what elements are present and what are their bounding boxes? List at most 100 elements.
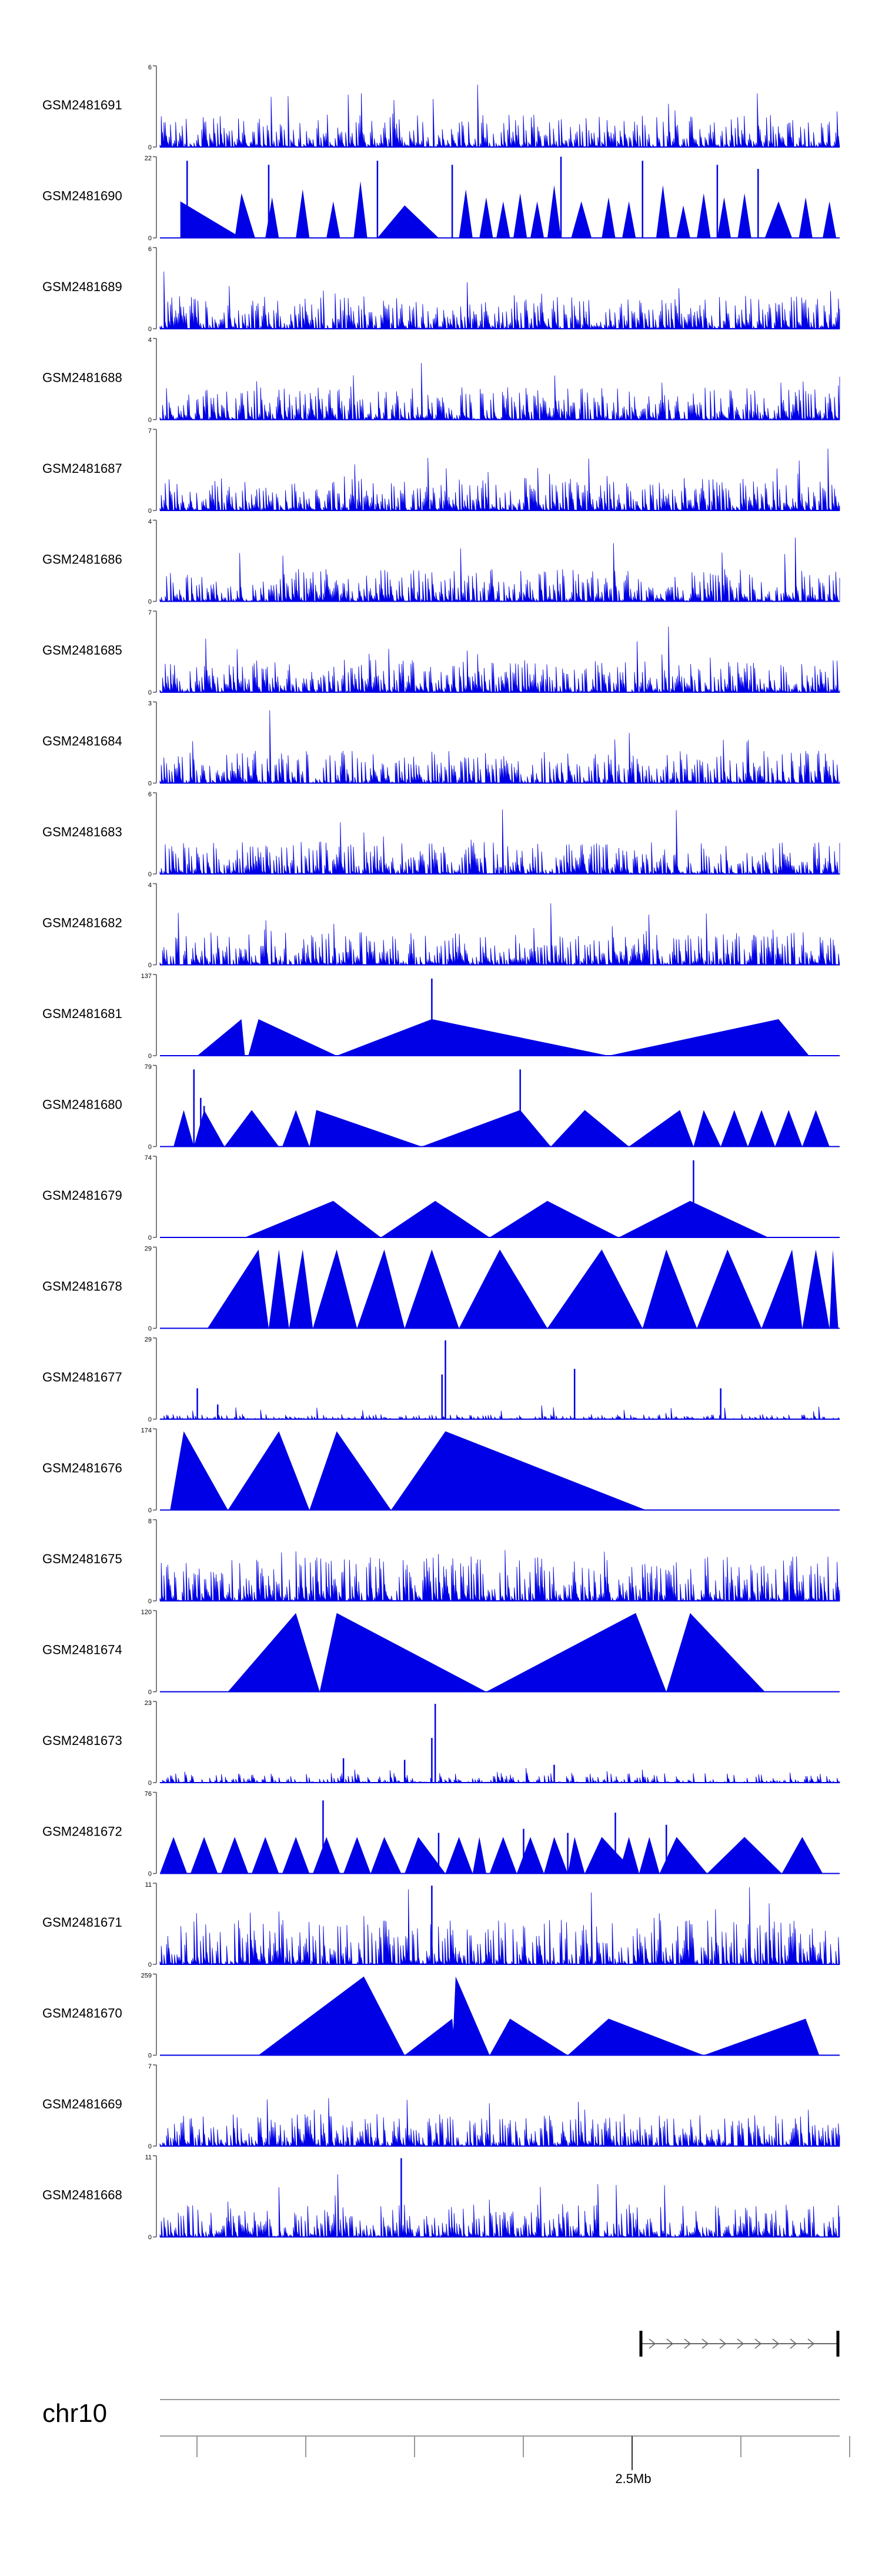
signal-peak <box>747 1110 776 1147</box>
y-min-label: 0 <box>148 1689 152 1696</box>
signal-peak <box>326 201 340 238</box>
signal-peak <box>639 1837 660 1874</box>
signal-peak <box>228 1613 320 1692</box>
signal-peak <box>799 197 813 238</box>
signal-peak <box>170 1431 228 1510</box>
chromosome-label: chr10 <box>42 2399 107 2428</box>
y-min-label: 0 <box>148 144 152 151</box>
signal-peak <box>550 1110 629 1147</box>
track-label: GSM2481676 <box>42 1461 122 1476</box>
signal-peak <box>496 201 510 238</box>
strand-arrow-icon <box>807 2338 815 2349</box>
signal-peak <box>489 1200 619 1237</box>
signal-area <box>159 1405 840 1420</box>
signal-peak <box>775 1110 803 1147</box>
signal-area <box>159 710 840 784</box>
signal-peak <box>697 1249 762 1329</box>
y-max-label: 6 <box>148 791 152 798</box>
y-min-label: 0 <box>148 1780 152 1787</box>
y-min-label: 0 <box>148 508 152 515</box>
signal-area <box>159 363 840 421</box>
y-max-label: 3 <box>148 700 152 708</box>
signal-peak <box>472 1837 486 1874</box>
signal-peak <box>445 1837 473 1874</box>
track-label: GSM2481670 <box>42 2006 122 2021</box>
y-max-label: 7 <box>148 2063 152 2070</box>
track-label: GSM2481685 <box>42 643 122 658</box>
signal-peak <box>313 1249 358 1329</box>
strand-arrow-icon <box>666 2338 674 2349</box>
y-max-label: 7 <box>148 609 152 616</box>
y-max-label: 4 <box>148 519 152 526</box>
track-label: GSM2481681 <box>42 1006 122 1021</box>
strand-arrow-icon <box>790 2338 797 2349</box>
signal-peak <box>642 1249 697 1329</box>
signal-peak <box>245 1200 381 1237</box>
y-max-label: 11 <box>145 1881 152 1888</box>
track-label: GSM2481689 <box>42 279 122 294</box>
scale-label: 2.5Mb <box>615 2471 651 2486</box>
signal-peak <box>221 1837 249 1874</box>
signal-peak <box>191 1837 218 1874</box>
y-max-label: 4 <box>148 882 152 889</box>
signal-peak <box>571 201 592 238</box>
signal-area <box>159 538 840 603</box>
y-max-label: 22 <box>145 155 152 162</box>
signal-peak <box>377 205 439 238</box>
signal-peak <box>405 1837 446 1874</box>
signal-peak <box>489 1837 517 1874</box>
signal-peak <box>823 201 837 238</box>
signal-peak <box>197 1019 245 1056</box>
y-max-label: 4 <box>148 337 152 344</box>
signal-peak <box>282 1837 310 1874</box>
signal-peak <box>265 197 279 238</box>
y-min-label: 0 <box>148 871 152 878</box>
signal-peak <box>353 181 368 238</box>
signal-peak <box>289 1249 313 1329</box>
track-label: GSM2481686 <box>42 552 122 567</box>
track-label: GSM2481673 <box>42 1733 122 1748</box>
y-min-label: 0 <box>148 689 152 696</box>
y-min-label: 0 <box>148 1598 152 1605</box>
signal-area <box>159 626 840 693</box>
signal-peak <box>336 1019 609 1056</box>
signal-area <box>159 903 840 966</box>
y-max-label: 7 <box>148 428 152 435</box>
signal-peak <box>676 205 690 238</box>
signal-peak <box>313 1837 340 1874</box>
signal-peak <box>656 185 670 238</box>
signal-peak <box>391 1431 646 1510</box>
signal-peak <box>761 1249 803 1329</box>
signal-peak <box>343 1837 371 1874</box>
signal-peak <box>479 197 493 238</box>
strand-arrow-icon <box>772 2338 780 2349</box>
track-label: GSM2481691 <box>42 98 122 112</box>
signal-peak <box>452 1976 490 2056</box>
signal-peak <box>486 1613 667 1692</box>
signal-peak <box>544 1837 568 1874</box>
signal-peak <box>282 1110 310 1147</box>
signal-peak <box>309 1110 422 1147</box>
track-label: GSM2481674 <box>42 1643 122 1657</box>
signal-peak <box>622 201 636 238</box>
signal-peak <box>609 1019 809 1056</box>
track-label: GSM2481687 <box>42 461 122 476</box>
signal-peak <box>703 2018 820 2056</box>
signal-peak <box>319 1613 486 1692</box>
signal-peak <box>567 2018 704 2056</box>
signal-peak <box>530 201 544 238</box>
signal-area <box>159 2098 840 2147</box>
signal-area <box>159 1768 840 1784</box>
y-max-label: 23 <box>145 1700 152 1707</box>
signal-peak <box>380 1200 490 1237</box>
y-max-label: 259 <box>141 1973 152 1980</box>
signal-peak <box>802 1249 830 1329</box>
y-min-label: 0 <box>148 1326 152 1333</box>
signal-peak <box>602 197 616 238</box>
track-label: GSM2481677 <box>42 1370 122 1384</box>
signal-peak <box>567 1837 585 1874</box>
y-min-label: 0 <box>148 1961 152 1968</box>
track-label: GSM2481684 <box>42 734 122 749</box>
signal-peak <box>737 193 751 238</box>
